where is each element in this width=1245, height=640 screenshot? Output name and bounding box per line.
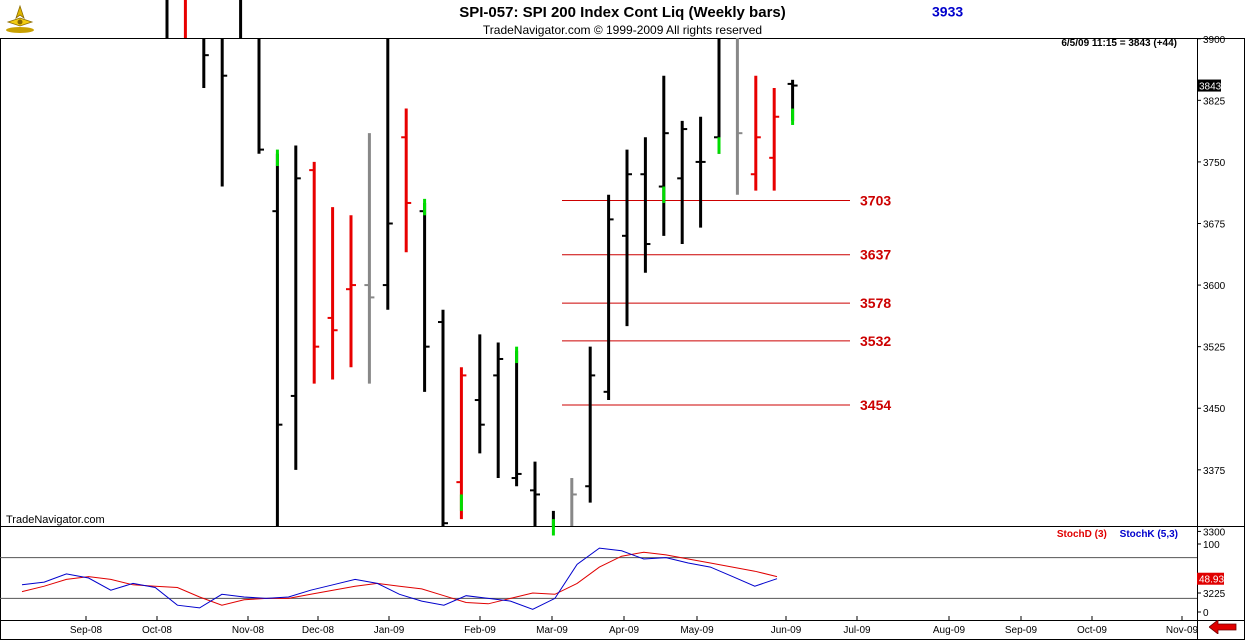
time-tick-label: May-09 [680, 625, 714, 636]
osc-value-box [1197, 572, 1224, 585]
price-tick-label: 3225 [1203, 589, 1226, 600]
time-tick-label: Aug-09 [933, 625, 966, 636]
scroll-right-arrow-icon[interactable] [1208, 619, 1237, 639]
time-tick-label: Nov-08 [232, 625, 265, 636]
level-label: 3703 [860, 193, 891, 209]
price-tick-label: 3750 [1203, 158, 1226, 169]
brand-watermark: TradeNavigator.com [6, 514, 105, 526]
last-price-box [1197, 79, 1221, 92]
chart-title: SPI-057: SPI 200 Index Cont Liq (Weekly … [459, 4, 786, 21]
price-tick-label: 3525 [1203, 343, 1226, 354]
price-levels: 4241418841764149409240534034393337033637… [562, 4, 963, 413]
chart-frame [0, 38, 1245, 640]
last-quote: 6/5/09 11:15 = 3843 (+44) [1061, 38, 1177, 49]
level-label: 3454 [860, 397, 891, 413]
osc-tick-label: 0 [1203, 608, 1209, 619]
time-tick-label: Oct-08 [142, 625, 172, 636]
price-tick-label: 3450 [1203, 404, 1226, 415]
price-tick-label: 3825 [1203, 96, 1226, 107]
osc-tick-label: 100 [1203, 540, 1220, 551]
time-tick-label: Mar-09 [536, 625, 568, 636]
time-tick-label: Sep-09 [1005, 625, 1038, 636]
time-tick-label: Jun-09 [771, 625, 802, 636]
price-tick-label: 3600 [1203, 281, 1226, 292]
time-tick-label: Jan-09 [374, 625, 405, 636]
time-tick-label: Sep-08 [70, 625, 103, 636]
level-label: 3637 [860, 247, 891, 263]
stochk-legend: StochK (5,3) [1119, 529, 1178, 540]
stochd-legend: StochD (3) [1056, 529, 1107, 540]
price-axis: 4275420041254050397539003825375036753600… [1197, 35, 1226, 600]
stochd-line [21, 551, 778, 606]
price-tick-label: 3375 [1203, 466, 1226, 477]
time-tick-label: Dec-08 [302, 625, 335, 636]
level-label: 3933 [932, 4, 963, 20]
price-tick-label: 3900 [1203, 35, 1226, 46]
price-tick-label: 3675 [1203, 219, 1226, 230]
price-tick-label: 3300 [1203, 527, 1226, 538]
indicator-legend: StochD (3) StochK (5,3) [1057, 529, 1178, 540]
price-bars [165, 0, 798, 536]
level-label: 3532 [860, 333, 891, 349]
tradenavigator-logo-icon [4, 4, 36, 34]
time-axis: Sep-08 Oct-08 Nov-08 Dec-08 Jan-09 Feb-09 Mar-… [70, 616, 1199, 636]
stochk-line [21, 547, 778, 610]
time-tick-label: Feb-09 [464, 625, 496, 636]
time-tick-label: Apr-09 [609, 625, 639, 636]
last-price-label: 3843 [1199, 82, 1222, 93]
stochastic-panel: 10050048.93 [0, 540, 1224, 619]
outer-border [0, 38, 1245, 640]
copyright-subtitle: TradeNavigator.com © 1999-2009 All right… [482, 23, 763, 37]
osc-value-label: 48.93 [1199, 575, 1224, 586]
time-tick-label: Nov-09 [1166, 625, 1199, 636]
level-label: 3578 [860, 295, 891, 311]
time-tick-label: Jul-09 [843, 625, 871, 636]
time-tick-label: Oct-09 [1077, 625, 1107, 636]
